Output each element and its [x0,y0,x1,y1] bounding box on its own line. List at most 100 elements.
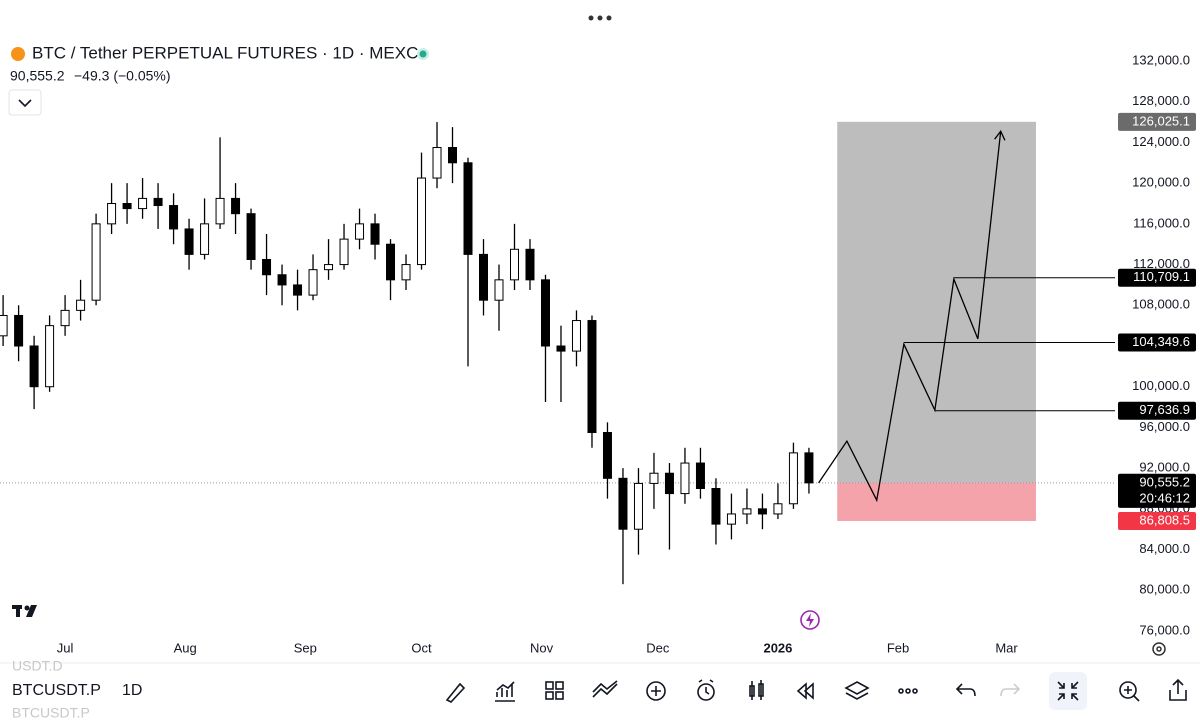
candle-body [448,147,458,164]
projection-path [818,131,1002,503]
y-tick-label: 76,000.0 [1139,622,1190,637]
candle-body [463,162,473,255]
target-tag: 126,025.1 [1132,113,1190,128]
y-tick-label: 124,000.0 [1132,134,1190,149]
x-tick-label: Aug [174,640,197,655]
level-tag: 110,709.1 [1133,269,1190,284]
candle-body [773,503,783,515]
redo[interactable] [1000,683,1021,697]
share[interactable] [1169,678,1187,701]
candle-body [293,284,303,296]
candle-body [0,314,8,337]
candle-body [76,299,86,311]
y-tick-label: 120,000.0 [1132,175,1190,190]
symbol-title: BTC / Tether PERPETUAL FUTURES · 1D · ME… [32,43,418,62]
candle-body [107,203,117,225]
projection-arrowhead [994,129,1006,141]
candle-body [695,462,705,489]
fullscreen[interactable] [1049,672,1087,710]
candle-body [153,197,163,207]
candle-body [602,432,612,479]
alert[interactable] [697,679,715,701]
level-tag: 104,349.6 [1132,334,1190,349]
y-tick-label: 84,000.0 [1139,541,1190,556]
candle-body [571,320,581,352]
candle-body [122,203,132,210]
candle-body [169,205,179,230]
coin-icon [11,47,25,61]
candle-body [587,320,597,434]
candle-body [649,472,659,484]
candle-body [184,228,194,255]
toolbar-symbol[interactable]: BTCUSDT.P [12,682,101,699]
candle-body [540,279,550,347]
x-tick-label: Sep [294,640,317,655]
bar-style[interactable] [749,680,764,700]
y-tick-label: 112,000.0 [1133,256,1190,271]
candle-body [804,452,814,484]
undo[interactable] [955,683,976,697]
settings-icon[interactable] [1152,642,1166,656]
y-tick-label: 96,000.0 [1139,419,1190,434]
candle-body [633,482,643,530]
layouts[interactable] [545,681,564,700]
candle-body [60,309,70,327]
candle-body [231,197,241,215]
y-tick-label: 80,000.0 [1139,582,1190,597]
candle-body [277,274,287,286]
candle-body [324,264,334,271]
x-tick-label: Jul [57,640,74,655]
draw-tool[interactable] [445,682,466,703]
candle-body [432,147,442,179]
last-price: 90,555.2 [10,68,65,84]
level-tag-bg [1118,268,1196,287]
candle-body [479,253,489,301]
candle-body [401,264,411,281]
y-tick-label: 100,000.0 [1132,378,1190,393]
menu-dots[interactable] [588,15,612,21]
candle-body [417,177,427,266]
candle-body [45,325,55,388]
object-tree[interactable] [844,681,870,700]
events-icon[interactable] [800,610,820,630]
more[interactable] [898,688,918,694]
compare[interactable] [592,680,618,698]
candle-body [757,508,767,515]
toolbar-interval[interactable]: 1D [122,682,142,699]
zoom[interactable] [1119,681,1140,702]
x-tick-label: Dec [646,640,670,655]
price-change: −49.3 (−0.05%) [74,68,171,84]
indicators[interactable] [495,681,515,702]
candle-body [618,477,628,530]
collapse-button[interactable] [8,89,42,116]
x-tick-label: Feb [887,640,909,655]
y-tick-label: 132,000.0 [1132,52,1190,67]
toolbar-icons [445,672,1187,710]
candle-body [308,269,318,296]
candle-body [14,314,24,347]
plot-area [0,121,1115,585]
stop-tag: 86,808.5 [1139,512,1190,527]
x-tick-label: Nov [530,640,554,655]
candle-body [711,488,721,525]
candle-body [525,248,535,281]
candle-body [788,452,798,505]
candle-body [138,197,148,210]
ghost-symbol: BTCUSDT.P [12,705,90,720]
candle-body [91,223,101,301]
candle-body [29,345,39,388]
level-tag-bg [1118,401,1196,420]
y-tick-label: 92,000.0 [1139,460,1190,475]
candle-body [215,197,225,225]
candle-body [262,258,272,276]
candle-body [386,243,396,281]
ghost-symbol: USDT.D [12,658,63,674]
candle-body [355,223,365,240]
replay[interactable] [796,682,814,700]
add[interactable] [646,681,666,701]
level-tag-bg [1118,333,1196,352]
candle-body [246,213,256,260]
candle-body [509,248,519,281]
